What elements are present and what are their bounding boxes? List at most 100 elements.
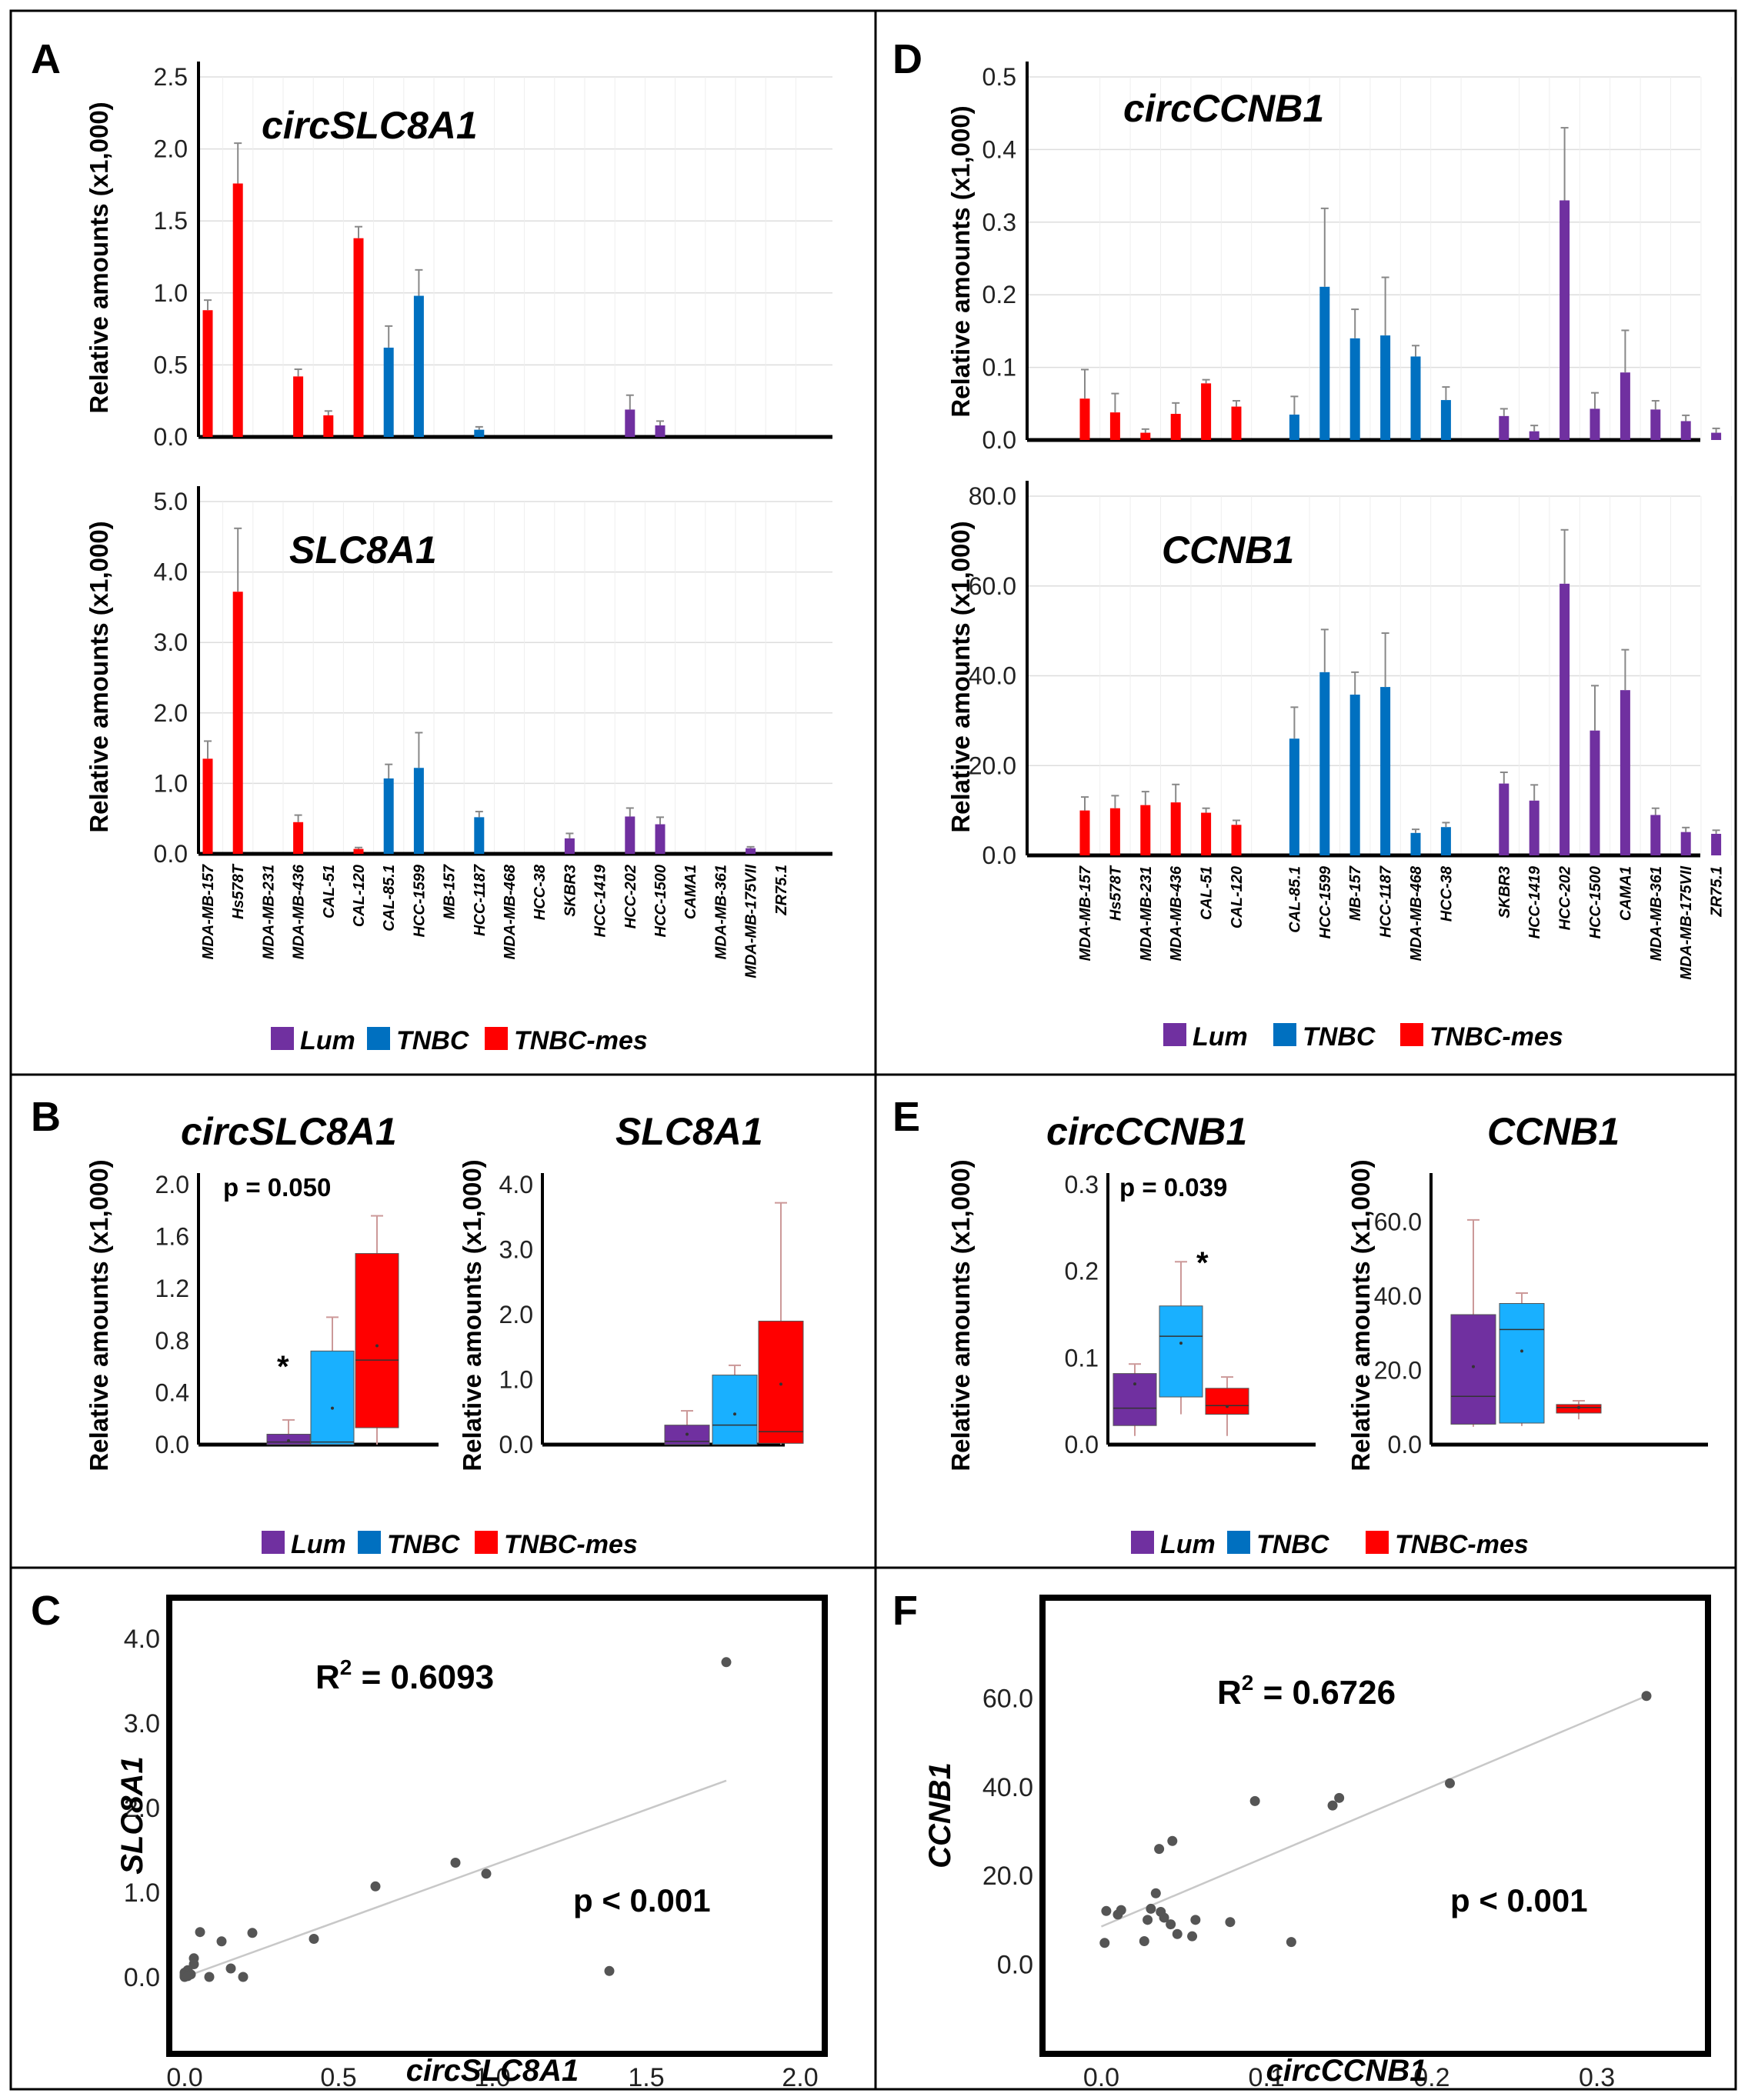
significance-star: *: [1196, 1246, 1209, 1280]
category-label: CAL-120: [1229, 866, 1246, 928]
r-squared-value: = 0.6093: [352, 1658, 494, 1696]
category-label: HCC-202: [1557, 866, 1574, 930]
bar: [1711, 433, 1721, 440]
bar: [1319, 672, 1329, 855]
bar-chart-d-bottom: 0.020.040.060.080.0CCNB1Relative amounts…: [946, 481, 1731, 980]
category-label: ZR75.1: [773, 865, 790, 916]
category-label: SKBR3: [562, 865, 579, 917]
bar: [1232, 825, 1242, 855]
category-label: MDA-MB-231: [1138, 866, 1155, 961]
y-tick-label: 40.0: [1374, 1282, 1422, 1310]
box-chart-e-left: 0.00.10.20.3circCCNB1Relative amounts (x…: [946, 1110, 1316, 1472]
scatter-chart-f: 0.0 20.0 40.0 60.0 0.0 0.1 0.2 0.3 R2 = 0.6726 p …: [923, 1598, 1708, 2092]
box: [712, 1375, 757, 1445]
chart-title: SLC8A1: [615, 1110, 763, 1153]
y-tick-label: 0.8: [155, 1327, 189, 1355]
data-point: [189, 1959, 199, 1969]
bar: [1530, 432, 1540, 440]
chart-title: SLC8A1: [289, 528, 437, 572]
bar: [1711, 834, 1721, 855]
box: [1451, 1315, 1496, 1424]
category-label: MB-157: [442, 864, 459, 919]
data-point: [605, 1966, 615, 1976]
data-point: [1154, 1844, 1164, 1854]
y-tick-label: 3.0: [154, 628, 188, 656]
box-chart-e-right: 0.020.040.060.0CCNB1Relative amounts (x1…: [1346, 1110, 1708, 1472]
y-tick-label: 2.0: [154, 135, 188, 163]
data-point: [1101, 1906, 1111, 1916]
bar: [1411, 356, 1421, 440]
category-label: MDA-MB-436: [291, 864, 308, 959]
y-tick-label: 20.0: [969, 752, 1016, 779]
bar: [1380, 335, 1390, 440]
bar: [354, 238, 364, 437]
mean-marker: [779, 1382, 782, 1385]
bar: [1681, 832, 1691, 855]
y-axis-label: Relative amounts (x1,000): [946, 105, 975, 417]
legend-b: Lum TNBC TNBC-mes: [262, 1530, 638, 1559]
y-tick-label: 20.0: [982, 1862, 1033, 1891]
bar: [1499, 784, 1509, 855]
legend-a: Lum TNBC TNBC-mes: [271, 1026, 648, 1055]
trendline: [185, 1781, 726, 1977]
category-label: HCC-1419: [592, 864, 609, 937]
bar: [1650, 815, 1660, 855]
bar: [746, 848, 756, 854]
box: [1499, 1304, 1544, 1423]
y-axis-label: Relative amounts (x1,000): [85, 102, 113, 413]
bar: [203, 310, 213, 437]
bar: [1350, 338, 1360, 440]
data-point: [1173, 1929, 1183, 1939]
category-label: ZR75.1: [1709, 866, 1726, 918]
data-point: [1190, 1915, 1200, 1925]
data-point: [1328, 1801, 1338, 1811]
bar: [414, 296, 424, 437]
x-tick-label: 1.5: [628, 2063, 664, 2092]
box: [1206, 1388, 1249, 1415]
y-tick-label: 0.0: [982, 842, 1016, 869]
legend-label-lum: Lum: [1160, 1530, 1216, 1559]
legend-swatch-tnbc-mes: [1366, 1531, 1389, 1554]
x-axis-label: circCCNB1: [1266, 2054, 1427, 2088]
category-label: MDA-MB-361: [712, 865, 729, 959]
y-tick-label: 40.0: [982, 1773, 1033, 1802]
category-label: CAL-51: [1199, 866, 1216, 920]
r-squared-value: = 0.6726: [1253, 1674, 1396, 1712]
data-point: [451, 1858, 461, 1868]
panel-label-e: E: [892, 1094, 920, 1140]
bar: [293, 822, 303, 854]
r-squared-label: R2 = 0.6726: [1217, 1671, 1396, 1712]
r-squared-superscript: 2: [340, 1655, 352, 1679]
box-chart-b-left: 0.00.40.81.21.62.0circSLC8A1Relative amo…: [85, 1110, 439, 1472]
bar: [384, 778, 394, 854]
category-label: MDA-MB-231: [260, 865, 277, 959]
y-tick-label: 4.0: [124, 1625, 160, 1654]
bar: [1499, 416, 1509, 440]
legend-swatch-lum: [1163, 1023, 1186, 1046]
data-point: [1187, 1932, 1197, 1942]
legend-d: Lum TNBC TNBC-mes: [1163, 1022, 1563, 1052]
mean-marker: [733, 1412, 736, 1415]
bar: [1080, 811, 1090, 855]
bar: [1201, 383, 1211, 440]
y-tick-label: 0.0: [1388, 1431, 1422, 1458]
panel-label-a: A: [31, 36, 61, 82]
bar: [1411, 833, 1421, 855]
bar: [1560, 200, 1570, 440]
y-axis-label: Relative amounts (x1,000): [946, 1159, 975, 1471]
y-tick-label: 0.1: [982, 354, 1016, 382]
bar: [1620, 372, 1630, 440]
y-tick-label: 1.0: [124, 1878, 160, 1908]
bar-chart-a-bottom: 0.0 1.0 2.0 3.0 4.0 5.0 SLC8A1 Relative amounts…: [85, 486, 832, 978]
legend-label-tnbc: TNBC: [1256, 1530, 1329, 1559]
bar: [1441, 400, 1451, 440]
x-axis-label: circSLC8A1: [406, 2054, 579, 2088]
y-tick-label: 2.5: [154, 63, 188, 91]
y-tick-label: 0.0: [154, 840, 188, 868]
mean-marker: [375, 1345, 379, 1348]
mean-marker: [1520, 1349, 1523, 1352]
mean-marker: [1226, 1405, 1229, 1408]
legend-swatch-tnbc-mes: [475, 1531, 498, 1554]
category-label: CAMA1: [1617, 866, 1634, 921]
category-label: MDA-MB-157: [1077, 865, 1094, 961]
